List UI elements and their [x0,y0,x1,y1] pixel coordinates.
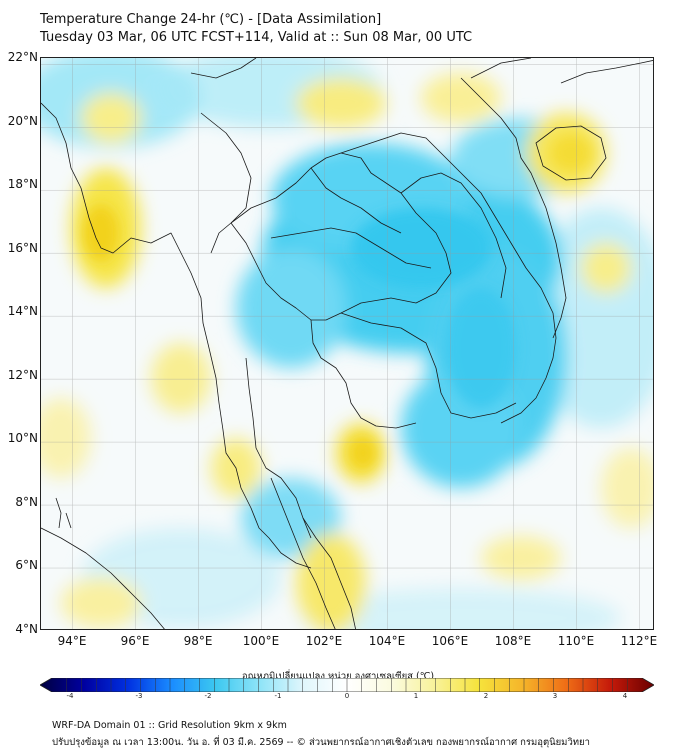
colorbar-tick-label: -3 [135,692,143,700]
lat-label: 14°N [7,304,38,318]
lon-label: 98°E [183,634,213,648]
lat-label: 16°N [7,241,38,255]
colorbar-tick-label: -1 [274,692,282,700]
lon-label: 104°E [368,634,406,648]
lat-label: 20°N [7,114,38,128]
colorbar-tick-label: 3 [552,692,558,700]
lon-label: 94°E [57,634,87,648]
lon-label: 112°E [620,634,658,648]
temperature-field-core [83,135,591,467]
colorbar [40,678,654,692]
lon-label: 106°E [431,634,469,648]
lon-label: 102°E [305,634,343,648]
lat-label: 6°N [15,558,38,572]
lat-label: 12°N [7,368,38,382]
lat-lon-grid [41,58,653,629]
colorbar-tick-label: 0 [344,692,350,700]
map-panel[interactable] [40,57,654,630]
lat-label: 22°N [7,50,38,64]
colorbar-tick-label: -4 [66,692,74,700]
lat-label: 10°N [7,431,38,445]
coastlines-borders [41,58,653,629]
footer-credit: ปรับปรุงข้อมูล ณ เวลา 13:00น. วัน อ. ที่… [52,737,590,748]
colorbar-title: อุณหภูมิเปลี่ยนแปลง หน่วย องศาเซลเซียส (… [241,671,435,682]
colorbar-tick-label: 2 [483,692,489,700]
map-subtitle: Tuesday 03 Mar, 06 UTC FCST+114, Valid a… [40,30,473,45]
colorbar-tick-label: 4 [622,692,628,700]
map-title: Temperature Change 24-hr (℃) - [Data Ass… [40,12,382,27]
lon-label: 108°E [494,634,532,648]
lat-label: 8°N [15,495,38,509]
colorbar-tick-label: 1 [413,692,419,700]
lat-label: 18°N [7,177,38,191]
colorbar-tick-label: -2 [204,692,212,700]
footer-model-info: WRF-DA Domain 01 :: Grid Resolution 9km … [52,720,287,731]
temperature-change-map [41,58,653,629]
lon-label: 96°E [120,634,150,648]
lon-label: 110°E [557,634,595,648]
lon-label: 100°E [242,634,280,648]
lat-label: 4°N [15,622,38,636]
